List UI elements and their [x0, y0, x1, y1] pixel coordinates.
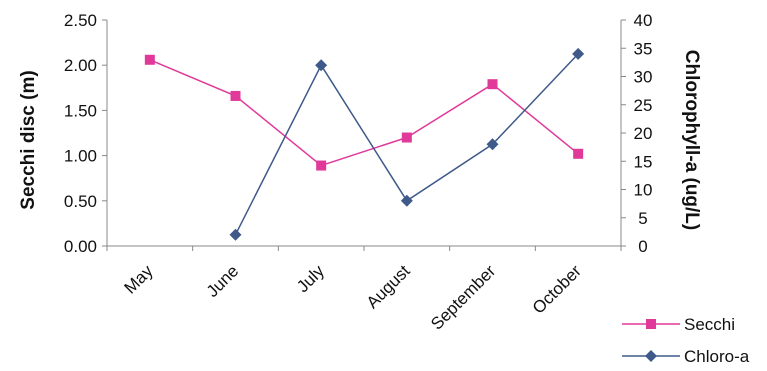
left-tick-label: 0.00	[64, 237, 97, 256]
right-tick-label: 10	[634, 181, 653, 200]
series-markers	[144, 47, 585, 241]
left-tick-label: 2.50	[64, 11, 97, 30]
axes	[106, 20, 622, 251]
left-tick-label: 0.50	[64, 192, 97, 211]
data-point-secchi	[230, 90, 241, 101]
right-tick-label: 20	[634, 124, 653, 143]
left-tick-label: 1.50	[64, 101, 97, 120]
right-tick-label: 35	[634, 39, 653, 58]
legend-label-chloro-a: Chloro-a	[684, 347, 750, 366]
right-tick-label: 15	[634, 152, 653, 171]
left-tick-label: 2.00	[64, 56, 97, 75]
legend-marker-chloro-a	[645, 350, 657, 362]
category-labels: May June July August September October	[121, 261, 586, 334]
data-point-chloro-a	[400, 194, 413, 207]
data-point-secchi	[401, 132, 412, 143]
left-axis-ticks: 0.00 0.50 1.00 1.50 2.00 2.50	[64, 11, 107, 256]
right-tick-label: 30	[634, 68, 653, 87]
legend: Secchi Chloro-a	[622, 315, 750, 366]
left-tick-label: 1.00	[64, 147, 97, 166]
data-point-chloro-a	[315, 59, 328, 72]
right-axis-title: Chlorophyll-a (ug/L)	[681, 50, 702, 230]
data-point-secchi	[316, 160, 327, 171]
category-label: June	[203, 261, 243, 301]
category-label: August	[363, 261, 414, 312]
category-label: July	[293, 261, 328, 296]
right-tick-label: 5	[638, 209, 647, 228]
category-label: October	[529, 261, 585, 317]
series-lines	[149, 53, 579, 236]
data-point-secchi	[144, 54, 155, 65]
series-line-secchi	[149, 59, 579, 167]
right-tick-label: 0	[638, 237, 647, 256]
left-axis-title: Secchi disc (m)	[18, 70, 39, 209]
data-point-secchi	[487, 79, 498, 90]
right-tick-label: 40	[634, 11, 653, 30]
right-tick-label: 25	[634, 96, 653, 115]
right-axis-ticks: 0 5 10 15 20 25 30 35 40	[621, 11, 652, 256]
data-point-chloro-a	[486, 138, 499, 151]
data-point-chloro-a	[572, 47, 585, 60]
category-label: May	[121, 261, 157, 297]
series-line-chloro-a	[234, 53, 579, 236]
data-point-chloro-a	[229, 228, 242, 241]
legend-marker-secchi	[646, 319, 656, 329]
data-point-secchi	[573, 148, 584, 159]
category-label: September	[427, 261, 499, 333]
legend-label-secchi: Secchi	[684, 315, 735, 334]
